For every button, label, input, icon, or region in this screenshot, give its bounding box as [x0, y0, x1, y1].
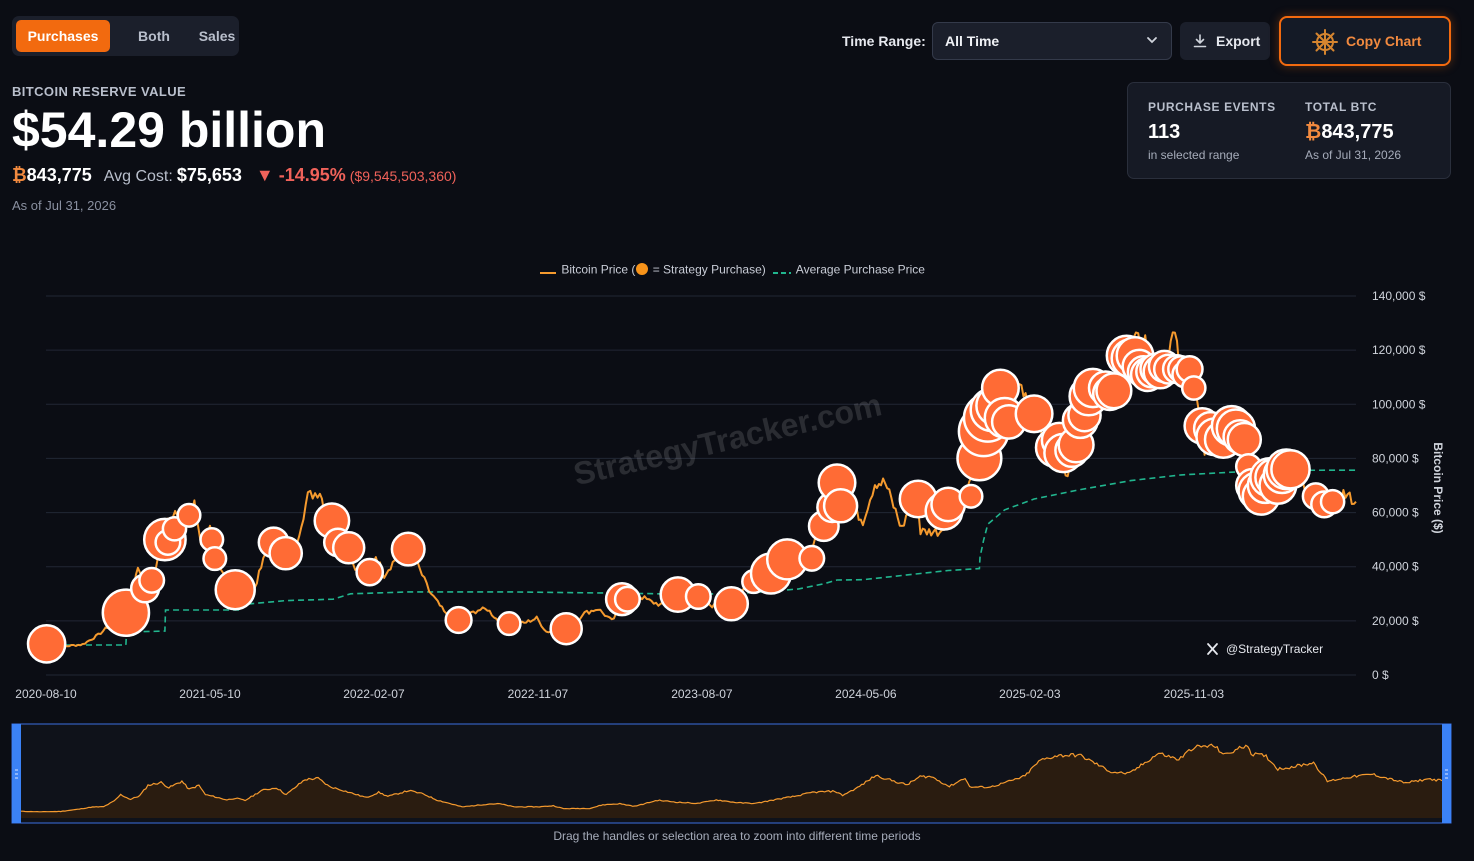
x-tick-label: 2025-02-03 — [999, 687, 1061, 701]
change-arrow-icon: ▼ — [255, 165, 274, 185]
copy-chart-button[interactable]: Copy Chart — [1279, 16, 1451, 66]
events-sub: in selected range — [1148, 148, 1240, 162]
purchase-dot-icon — [635, 262, 649, 279]
x-tick-label: 2022-02-07 — [343, 687, 405, 701]
navigator-area — [21, 744, 1442, 818]
legend-price-after: = Strategy Purchase) — [649, 262, 766, 277]
purchase-dot — [549, 611, 583, 646]
events-label: PURCHASE EVENTS — [1148, 100, 1276, 114]
purchase-dot — [214, 568, 256, 611]
total-btc-sub: As of Jul 31, 2026 — [1305, 148, 1402, 162]
purchase-dot — [26, 624, 67, 664]
purchase-dot — [355, 557, 385, 587]
tab-both[interactable]: Both — [138, 28, 170, 44]
y-tick-label: 40,000 $ — [1372, 560, 1419, 574]
x-tick-label: 2025-11-03 — [1164, 687, 1225, 701]
average-price-line — [46, 469, 1357, 646]
total-btc-label: TOTAL BTC — [1305, 100, 1378, 114]
as-of-date: As of Jul 31, 2026 — [12, 198, 117, 213]
ship-wheel-icon — [1311, 28, 1339, 61]
purchase-dot — [202, 546, 228, 572]
credit-handle: @StrategyTracker — [1226, 642, 1323, 656]
purchase-dot — [1014, 394, 1054, 434]
x-logo-icon — [1207, 643, 1218, 655]
change-percent: -14.95% — [278, 165, 346, 185]
view-mode-tabs: Purchases Both Sales — [12, 16, 239, 56]
time-range-value: All Time — [945, 33, 1000, 49]
events-value: 113 — [1148, 121, 1181, 143]
x-tick-label: 2023-08-07 — [671, 687, 733, 701]
copy-chart-label: Copy Chart — [1346, 33, 1422, 49]
holdings-value: 843,775 — [26, 165, 92, 185]
y-tick-label: 100,000 $ — [1372, 397, 1426, 411]
x-tick-label: 2022-11-07 — [508, 687, 569, 701]
chevron-down-icon — [1145, 33, 1159, 52]
x-tick-label: 2021-05-10 — [179, 687, 241, 701]
purchase-dot — [822, 488, 859, 524]
time-range-label: Time Range: — [842, 33, 926, 49]
y-axis-label: Bitcoin Price ($) — [1431, 442, 1445, 533]
purchase-dot — [684, 582, 712, 611]
bitcoin-symbol: ₿ — [1305, 121, 1322, 143]
export-label: Export — [1216, 33, 1261, 49]
purchase-dot — [798, 544, 826, 572]
legend-avg-swatch — [773, 264, 793, 278]
purchase-dot — [138, 566, 166, 594]
bitcoin-symbol: ₿ — [12, 165, 27, 185]
avg-cost-label: Avg Cost: — [103, 168, 173, 185]
chart-legend: Bitcoin Price ( = Strategy Purchase) Ave… — [540, 262, 925, 279]
legend-price-before: Bitcoin Price ( — [561, 262, 636, 277]
y-tick-label: 120,000 $ — [1372, 343, 1426, 357]
purchase-dot — [613, 585, 641, 613]
x-tick-label: 2020-08-10 — [15, 687, 77, 701]
price-chart[interactable]: StrategyTracker.com 0 $20,000 $40,000 $6… — [0, 0, 1474, 710]
navigator-line — [21, 743, 1443, 813]
holdings-row: ₿843,775 Avg Cost: $75,653 ▼ -14.95% ($9,545,… — [12, 165, 456, 186]
legend-price-swatch — [540, 264, 558, 278]
purchase-dot — [1270, 448, 1311, 490]
tab-purchases[interactable]: Purchases — [16, 20, 110, 52]
purchase-dot — [1095, 372, 1133, 410]
change-absolute: ($9,545,503,360) — [349, 168, 457, 184]
avg-cost-value: $75,653 — [176, 165, 242, 185]
stats-card: PURCHASE EVENTS 113 in selected range TO… — [1127, 82, 1451, 179]
purchase-dot — [390, 531, 426, 567]
range-navigator[interactable] — [0, 718, 1474, 828]
download-icon — [1192, 33, 1208, 54]
tab-sales[interactable]: Sales — [198, 28, 236, 44]
y-tick-label: 20,000 $ — [1372, 614, 1419, 628]
purchase-dot — [496, 611, 522, 637]
total-btc-value: 843,775 — [1321, 121, 1394, 143]
purchase-dot — [1180, 375, 1207, 401]
y-tick-label: 80,000 $ — [1372, 451, 1419, 465]
y-tick-label: 0 $ — [1372, 668, 1389, 682]
y-tick-label: 140,000 $ — [1372, 289, 1426, 303]
purchase-dot — [1226, 421, 1263, 458]
purchase-dot — [1319, 488, 1346, 515]
y-tick-label: 60,000 $ — [1372, 506, 1419, 520]
purchase-dot — [713, 586, 750, 622]
time-range-select[interactable]: All Time — [932, 22, 1172, 60]
reserve-value: $54.29 billion — [12, 102, 327, 158]
purchase-dot — [958, 483, 984, 509]
x-tick-label: 2024-05-06 — [835, 687, 897, 701]
export-button[interactable]: Export — [1180, 22, 1270, 60]
purchase-dot — [268, 535, 304, 571]
purchase-dot — [331, 531, 366, 565]
purchase-dot — [444, 605, 473, 635]
legend-avg-label: Average Purchase Price — [795, 262, 925, 277]
purchase-dot — [176, 502, 202, 528]
navigator-hint: Drag the handles or selection area to zo… — [553, 829, 921, 843]
reserve-label: BITCOIN RESERVE VALUE — [12, 84, 187, 99]
